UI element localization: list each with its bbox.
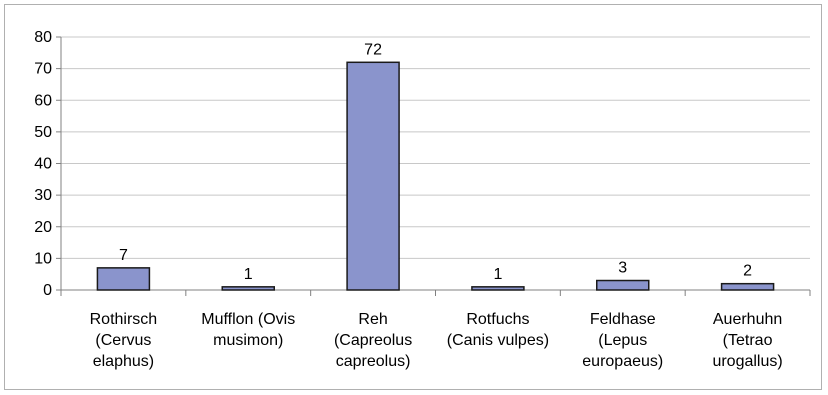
category-label-line: Rotfuchs [466, 311, 529, 328]
category-label-line: Auerhuhn [713, 311, 782, 328]
category-label-line: (Canis vulpes) [447, 332, 549, 349]
category-label-line: urogallus) [712, 353, 782, 370]
y-tick-label: 40 [34, 156, 52, 173]
data-label-3: 1 [493, 266, 502, 283]
data-label-0: 7 [119, 247, 128, 264]
category-label-line: (Capreolus [334, 332, 412, 349]
y-tick-label: 70 [34, 61, 52, 78]
category-label-line: Mufflon (Ovis [201, 311, 295, 328]
category-label-0: Rothirsch (Cervus elaphus) [90, 311, 158, 370]
category-label-line: Feldhase [590, 311, 656, 328]
bar-0 [96, 267, 151, 291]
category-label-line: capreolus) [336, 353, 411, 370]
category-label-line: elaphus) [93, 353, 154, 370]
y-tick-label: 80 [34, 29, 52, 46]
category-label-line: (Cervus [95, 332, 151, 349]
y-tick-label: 30 [34, 187, 52, 204]
y-tick-label: 20 [34, 219, 52, 236]
category-label-line: europaeus) [582, 353, 663, 370]
category-label-3: Rotfuchs (Canis vulpes) [447, 311, 549, 349]
y-tick-label: 10 [34, 250, 52, 267]
data-label-1: 1 [244, 266, 253, 283]
data-label-2: 72 [364, 41, 382, 58]
category-label-line: (Lepus [598, 332, 647, 349]
category-label-line: musimon) [213, 332, 283, 349]
bar-3 [471, 286, 525, 291]
y-tick-label: 60 [34, 92, 52, 109]
bar-4 [596, 279, 650, 291]
category-label-line: Reh [358, 311, 387, 328]
category-label-line: Rothirsch [90, 311, 158, 328]
category-label-4: Feldhase (Lepus europaeus) [582, 311, 663, 370]
bar-5 [720, 282, 775, 291]
bar-1 [221, 286, 275, 291]
bar-2 [346, 61, 400, 291]
data-label-5: 2 [743, 263, 752, 280]
category-label-2: Reh (Capreolus capreolus) [334, 311, 412, 370]
y-tick-label: 0 [43, 282, 52, 299]
data-label-4: 3 [618, 260, 627, 277]
category-label-line: (Tetrao [723, 332, 773, 349]
y-tick-label: 50 [34, 124, 52, 141]
category-label-1: Mufflon (Ovis musimon) [201, 311, 295, 349]
category-label-5: Auerhuhn (Tetrao urogallus) [712, 311, 782, 370]
